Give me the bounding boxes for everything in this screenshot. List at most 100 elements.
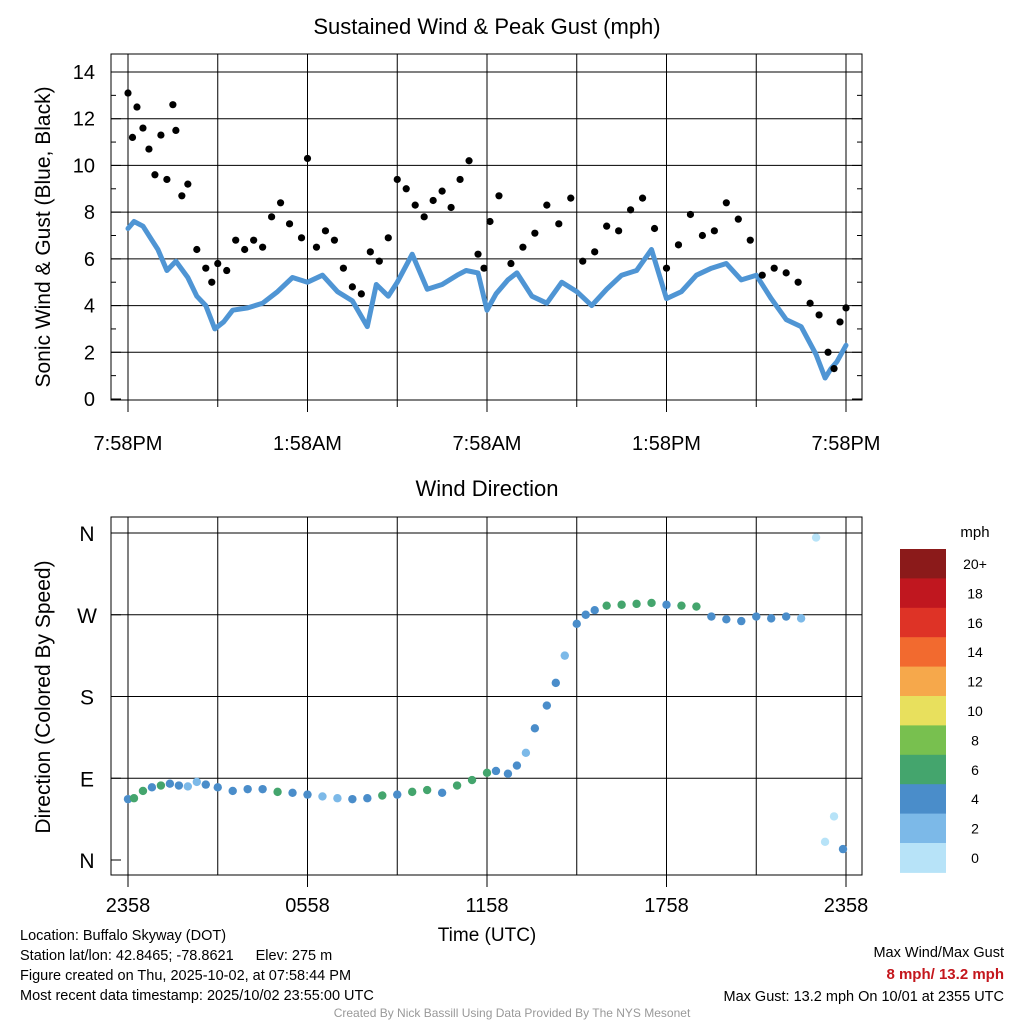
- station-info: Location: Buffalo Skyway (DOT) Station l…: [20, 926, 374, 1006]
- colorbar-swatch: [900, 843, 946, 873]
- direction-point: [437, 788, 447, 797]
- peak-gust-point: [486, 217, 494, 226]
- peak-gust-point: [241, 245, 249, 254]
- bottom-y-tick-label: W: [77, 605, 97, 628]
- peak-gust-point: [250, 236, 258, 244]
- peak-gust-point: [627, 206, 635, 214]
- colorbar-swatch: [900, 666, 946, 697]
- direction-point: [602, 601, 611, 610]
- peak-gust-point: [330, 236, 339, 244]
- direction-point: [521, 748, 531, 758]
- top-y-ticks: 0 2 4 6 8 10 12 14: [73, 62, 862, 411]
- direction-point: [512, 761, 522, 770]
- bottom-y-tick-label: S: [80, 687, 94, 710]
- top-x-tick-label: 7:58AM: [453, 433, 522, 455]
- colorbar-level-label: 2: [971, 821, 979, 837]
- bottom-chart-title: Wind Direction: [415, 476, 558, 501]
- bottom-x-tick-label: 2358: [824, 895, 869, 917]
- peak-gust-point: [686, 210, 695, 219]
- bottom-x-tick-label: 2358: [106, 895, 151, 917]
- peak-gust-point: [145, 145, 153, 153]
- direction-point: [333, 794, 342, 803]
- direction-point: [393, 790, 402, 799]
- latlon-text: Station lat/lon: 42.8465; -78.8621: [20, 948, 234, 964]
- peak-gust-point: [184, 180, 192, 188]
- max-wind-gust-values: 8 mph/ 13.2 mph: [886, 966, 1004, 983]
- peak-gust-point: [297, 234, 306, 242]
- direction-point: [796, 614, 806, 623]
- peak-gust-point: [375, 257, 383, 265]
- direction-point: [183, 782, 193, 791]
- direction-point: [452, 781, 462, 790]
- peak-gust-point: [303, 154, 312, 163]
- direction-point: [530, 724, 540, 733]
- direction-point: [258, 784, 267, 794]
- peak-gust-point: [782, 269, 790, 277]
- direction-point: [677, 601, 686, 610]
- colorbar-level-label: 8: [971, 732, 979, 748]
- peak-gust-point: [348, 283, 356, 291]
- peak-gust-point: [411, 201, 419, 209]
- wind-gust-chart: Sustained Wind & Peak Gust (mph) 0 2 4 6 8 10…: [32, 14, 880, 455]
- peak-gust-point: [543, 201, 551, 209]
- peak-gust-point: [495, 192, 503, 200]
- direction-point: [273, 787, 282, 797]
- top-x-tick-label: 7:58PM: [812, 433, 881, 455]
- colorbar-swatch: [900, 696, 946, 726]
- bottom-y-axis-label: Direction (Colored By Speed): [32, 560, 55, 833]
- colorbar-level-label: 4: [971, 791, 979, 807]
- peak-gust-point: [531, 229, 539, 237]
- colorbar-swatch: [900, 784, 946, 815]
- colorbar-level-label: 10: [967, 703, 983, 719]
- direction-point: [647, 598, 656, 608]
- bottom-x-tick-label: 1758: [644, 895, 689, 917]
- peak-gust-point: [734, 215, 742, 223]
- direction-point: [581, 610, 590, 619]
- direction-point: [752, 612, 761, 621]
- direction-point: [318, 792, 327, 801]
- recent-data-text: Most recent data timestamp: 2025/10/02 2…: [20, 988, 374, 1004]
- direction-point: [213, 783, 222, 792]
- peak-gust-point: [824, 348, 832, 356]
- top-x-tick-label: 7:58PM: [94, 433, 163, 455]
- peak-gust-point: [794, 278, 802, 286]
- colorbar-swatch: [900, 754, 946, 785]
- elevation-text: Elev: 275 m: [255, 948, 333, 964]
- direction-point: [560, 651, 569, 660]
- peak-gust-point: [480, 264, 488, 272]
- colorbar-labels: 20+ 18 16 14 12 10 8 6 4 2 0: [963, 556, 987, 866]
- bottom-y-tick-label: N: [79, 850, 94, 873]
- peak-gust-point: [830, 365, 838, 373]
- direction-point: [288, 788, 297, 797]
- max-wind-gust-label: Max Wind/Max Gust: [873, 945, 1004, 961]
- peak-gust-point: [172, 126, 180, 134]
- peak-gust-point: [674, 241, 683, 249]
- direction-point: [363, 794, 372, 803]
- peak-gust-point: [579, 257, 587, 265]
- colorbar-level-label: 0: [971, 850, 979, 866]
- peak-gust-point: [193, 245, 201, 254]
- bottom-y-tick-label: E: [80, 768, 94, 791]
- peak-gust-point: [456, 175, 464, 184]
- peak-gust-point: [842, 304, 850, 312]
- direction-point: [551, 678, 561, 688]
- peak-gust-point: [169, 101, 177, 109]
- peak-gust-point: [139, 124, 147, 132]
- peak-gust-point: [321, 227, 330, 235]
- top-y-tick-label: 12: [73, 109, 95, 131]
- peak-gust-series: [124, 89, 850, 373]
- peak-gust-point: [555, 220, 563, 228]
- colorbar-level-label: 12: [967, 674, 983, 690]
- peak-gust-point: [276, 199, 285, 207]
- location-text: Location: Buffalo Skyway (DOT): [20, 928, 227, 944]
- direction-point: [767, 614, 776, 623]
- colorbar-swatch: [900, 813, 946, 844]
- bottom-y-ticks: N E S W N: [77, 523, 121, 873]
- colorbar-level-label: 16: [967, 615, 983, 631]
- peak-gust-point: [163, 175, 171, 184]
- peak-gust-point: [519, 243, 527, 251]
- direction-point: [781, 612, 791, 621]
- direction-point: [829, 812, 839, 821]
- peak-gust-point: [603, 222, 611, 230]
